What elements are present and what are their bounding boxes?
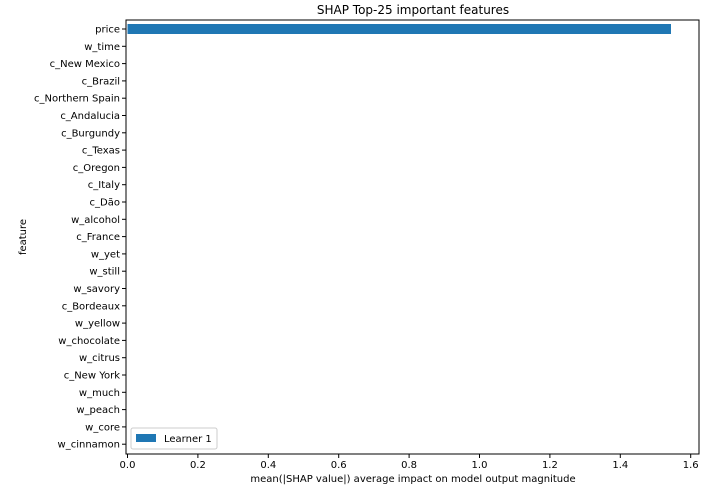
y-tick-label: w_alcohol — [71, 215, 120, 226]
y-tick-label: w_peach — [76, 405, 120, 416]
y-tick-label: c_Andalucia — [60, 111, 120, 122]
x-tick-label: 1.0 — [472, 460, 488, 471]
x-tick-label: 0.2 — [190, 460, 206, 471]
y-tick-label: w_yellow — [75, 319, 120, 330]
x-tick-label: 1.2 — [542, 460, 558, 471]
x-tick-label: 0.4 — [260, 460, 276, 471]
y-tick-label: c_France — [76, 232, 120, 243]
x-axis-ticks: 0.0 0.2 0.4 0.6 0.8 1.0 1.2 1.4 1.6 — [120, 454, 699, 471]
y-tick-label: w_still — [89, 267, 120, 278]
y-tick-label: w_yet — [91, 249, 120, 260]
y-tick-label: c_Brazil — [82, 76, 120, 87]
plot-frame — [125, 19, 700, 455]
y-axis-ticks: price w_time c_New Mexico c_Brazil c_Norther… — [34, 25, 126, 451]
y-tick-label: c_Bordeaux — [62, 301, 120, 312]
legend-box — [130, 427, 218, 450]
y-tick-label: price — [95, 25, 120, 36]
x-tick-label: 0.8 — [401, 460, 417, 471]
legend-label: Learner 1 — [164, 434, 212, 445]
y-tick-label: c_Italy — [88, 180, 120, 191]
y-tick-label: c_New York — [64, 371, 120, 382]
y-tick-label: w_citrus — [79, 353, 120, 364]
y-axis-label: feature — [18, 219, 29, 255]
x-axis-label: mean(|SHAP value|) average impact on mod… — [250, 474, 575, 485]
x-tick-label: 1.4 — [612, 460, 628, 471]
x-tick-label: 0.6 — [331, 460, 347, 471]
x-tick-label: 0.0 — [120, 460, 136, 471]
legend-swatch — [136, 434, 156, 442]
y-tick-label: w_cinnamon — [58, 440, 120, 451]
y-tick-label: c_Northern Spain — [34, 94, 120, 105]
y-tick-label: w_time — [84, 42, 120, 53]
y-tick-label: c_Dão — [90, 198, 120, 209]
x-tick-label: 1.6 — [683, 460, 699, 471]
y-tick-label: w_savory — [73, 284, 120, 295]
y-tick-label: w_chocolate — [58, 336, 120, 347]
y-tick-label: w_core — [85, 422, 120, 433]
bar-price — [127, 24, 671, 34]
y-tick-label: c_Oregon — [73, 163, 120, 174]
bars-group — [127, 24, 671, 34]
legend: Learner 1 — [130, 427, 218, 450]
y-tick-label: c_Texas — [82, 146, 120, 157]
chart-title: SHAP Top-25 important features — [317, 3, 509, 17]
y-tick-label: c_Burgundy — [61, 128, 120, 139]
y-tick-label: w_much — [79, 388, 120, 399]
y-tick-label: c_New Mexico — [50, 59, 120, 70]
